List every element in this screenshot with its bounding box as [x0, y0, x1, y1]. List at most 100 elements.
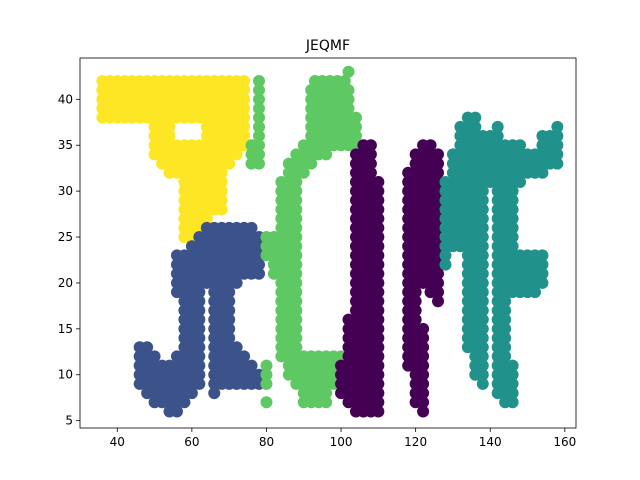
data-point — [514, 139, 527, 152]
data-point — [253, 267, 266, 280]
data-point — [156, 359, 169, 372]
data-point — [372, 249, 385, 262]
data-point — [163, 120, 176, 133]
data-point — [372, 194, 385, 207]
data-point — [409, 295, 422, 308]
y-tick-label: 35 — [58, 138, 73, 152]
data-point — [499, 341, 512, 354]
axes-frame — [79, 57, 577, 429]
data-point — [215, 194, 228, 207]
data-point — [432, 276, 445, 289]
data-point — [476, 258, 489, 271]
data-point — [372, 341, 385, 354]
data-point — [372, 203, 385, 216]
x-tick-label: 160 — [553, 435, 576, 449]
data-point — [476, 350, 489, 363]
data-point — [506, 203, 519, 216]
data-point — [290, 175, 303, 188]
data-point — [432, 157, 445, 170]
data-point — [476, 295, 489, 308]
data-point — [238, 350, 251, 363]
data-point — [372, 332, 385, 345]
data-point — [417, 341, 430, 354]
data-point — [372, 304, 385, 317]
data-point — [372, 387, 385, 400]
data-point — [476, 332, 489, 345]
data-point — [551, 139, 564, 152]
data-point — [506, 185, 519, 198]
data-point — [476, 212, 489, 225]
data-point — [290, 212, 303, 225]
data-point — [506, 221, 519, 234]
data-point — [238, 74, 251, 87]
data-point — [536, 276, 549, 289]
data-point — [506, 240, 519, 253]
data-point — [320, 148, 333, 161]
data-point — [290, 304, 303, 317]
data-point — [409, 313, 422, 326]
data-point — [245, 359, 258, 372]
data-point — [253, 157, 266, 170]
data-point — [476, 341, 489, 354]
data-point — [320, 396, 333, 409]
data-point — [260, 368, 273, 381]
data-point — [290, 295, 303, 308]
data-point — [253, 148, 266, 161]
data-point — [372, 185, 385, 198]
x-tick-label: 140 — [479, 435, 502, 449]
data-point — [290, 194, 303, 207]
data-point — [253, 120, 266, 133]
data-point — [536, 249, 549, 262]
points-layer — [96, 65, 564, 418]
data-point — [417, 396, 430, 409]
data-point — [432, 267, 445, 280]
data-point — [193, 350, 206, 363]
series-j — [96, 74, 251, 244]
y-tick-label: 40 — [58, 92, 73, 106]
data-point — [476, 313, 489, 326]
data-point — [372, 313, 385, 326]
data-point — [551, 148, 564, 161]
data-point — [491, 130, 504, 143]
series-e — [133, 221, 266, 418]
data-point — [290, 332, 303, 345]
data-point — [342, 65, 355, 78]
data-point — [193, 368, 206, 381]
series-q — [245, 65, 362, 409]
data-point — [551, 130, 564, 143]
data-point — [193, 313, 206, 326]
data-point — [141, 341, 154, 354]
data-point — [238, 84, 251, 97]
data-point — [297, 166, 310, 179]
data-point — [238, 102, 251, 115]
data-point — [193, 295, 206, 308]
data-point — [506, 377, 519, 390]
data-point — [290, 313, 303, 326]
data-point — [193, 286, 206, 299]
data-point — [372, 212, 385, 225]
data-point — [223, 157, 236, 170]
data-point — [372, 258, 385, 271]
data-point — [193, 341, 206, 354]
y-tick-label: 20 — [58, 276, 73, 290]
data-point — [506, 387, 519, 400]
data-point — [372, 359, 385, 372]
data-point — [290, 286, 303, 299]
data-point — [148, 350, 161, 363]
data-point — [432, 295, 445, 308]
data-point — [499, 322, 512, 335]
data-point — [305, 157, 318, 170]
data-point — [469, 120, 482, 133]
data-point — [364, 157, 377, 170]
data-point — [223, 313, 236, 326]
data-point — [476, 359, 489, 372]
x-tick-label: 100 — [330, 435, 353, 449]
data-point — [238, 130, 251, 143]
data-point — [499, 332, 512, 345]
data-point — [290, 240, 303, 253]
data-point — [499, 350, 512, 363]
data-point — [364, 166, 377, 179]
data-point — [536, 267, 549, 280]
data-point — [253, 93, 266, 106]
